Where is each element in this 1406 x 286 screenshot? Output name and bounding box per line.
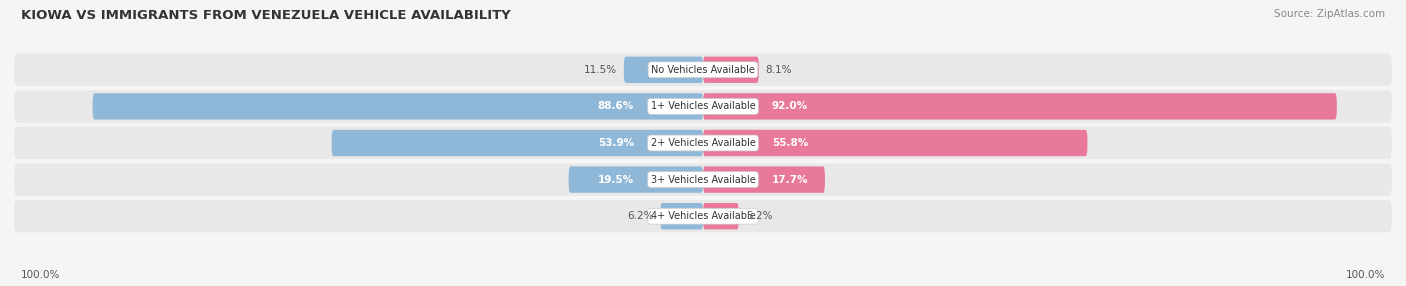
FancyBboxPatch shape: [93, 93, 703, 120]
Text: 8.1%: 8.1%: [766, 65, 792, 75]
FancyBboxPatch shape: [332, 130, 703, 156]
Text: 100.0%: 100.0%: [21, 270, 60, 280]
Text: No Vehicles Available: No Vehicles Available: [651, 65, 755, 75]
Text: 3+ Vehicles Available: 3+ Vehicles Available: [651, 175, 755, 184]
Text: 92.0%: 92.0%: [772, 102, 808, 111]
Text: 11.5%: 11.5%: [583, 65, 617, 75]
Text: 5.2%: 5.2%: [745, 211, 772, 221]
Text: 19.5%: 19.5%: [598, 175, 634, 184]
FancyBboxPatch shape: [703, 130, 1087, 156]
FancyBboxPatch shape: [703, 166, 825, 193]
FancyBboxPatch shape: [14, 90, 1392, 122]
Text: 2+ Vehicles Available: 2+ Vehicles Available: [651, 138, 755, 148]
Text: 53.9%: 53.9%: [598, 138, 634, 148]
Text: KIOWA VS IMMIGRANTS FROM VENEZUELA VEHICLE AVAILABILITY: KIOWA VS IMMIGRANTS FROM VENEZUELA VEHIC…: [21, 9, 510, 21]
Text: 6.2%: 6.2%: [627, 211, 654, 221]
FancyBboxPatch shape: [703, 203, 738, 229]
FancyBboxPatch shape: [14, 200, 1392, 232]
FancyBboxPatch shape: [14, 127, 1392, 159]
Text: 55.8%: 55.8%: [772, 138, 808, 148]
FancyBboxPatch shape: [661, 203, 703, 229]
FancyBboxPatch shape: [624, 57, 703, 83]
FancyBboxPatch shape: [14, 54, 1392, 86]
FancyBboxPatch shape: [703, 57, 759, 83]
Text: 88.6%: 88.6%: [598, 102, 634, 111]
FancyBboxPatch shape: [14, 164, 1392, 196]
FancyBboxPatch shape: [568, 166, 703, 193]
Text: Source: ZipAtlas.com: Source: ZipAtlas.com: [1274, 9, 1385, 19]
Text: 17.7%: 17.7%: [772, 175, 808, 184]
Text: 100.0%: 100.0%: [1346, 270, 1385, 280]
Text: 1+ Vehicles Available: 1+ Vehicles Available: [651, 102, 755, 111]
FancyBboxPatch shape: [703, 93, 1337, 120]
Text: 4+ Vehicles Available: 4+ Vehicles Available: [651, 211, 755, 221]
